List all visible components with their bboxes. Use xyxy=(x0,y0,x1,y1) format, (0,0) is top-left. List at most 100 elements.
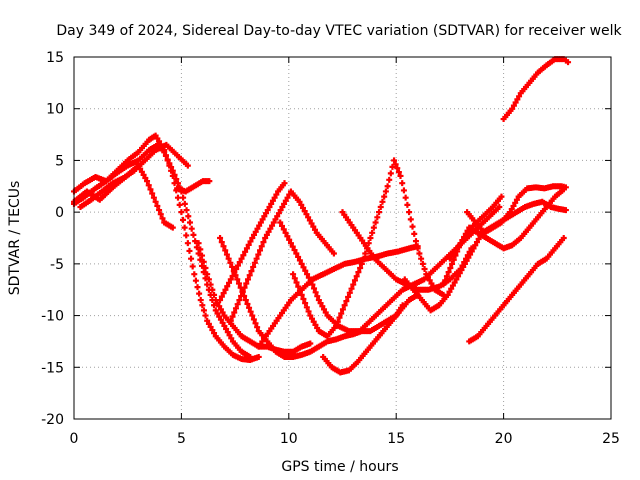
data-point-marker xyxy=(448,285,455,292)
data-point-marker xyxy=(392,161,399,168)
data-point-marker xyxy=(293,279,300,286)
data-point-marker xyxy=(282,229,289,236)
data-point-marker xyxy=(341,302,348,309)
data-point-marker xyxy=(280,226,287,233)
data-point-marker xyxy=(227,259,234,266)
data-point-marker xyxy=(339,306,346,313)
data-point-marker xyxy=(234,276,241,283)
data-point-marker xyxy=(233,266,240,273)
data-point-marker xyxy=(236,297,243,304)
data-point-marker xyxy=(369,229,376,236)
data-point-marker xyxy=(562,184,569,191)
data-point-marker xyxy=(205,320,212,327)
series-arc1 xyxy=(71,132,262,364)
data-point-marker xyxy=(472,242,479,249)
series-arc20 xyxy=(500,56,572,123)
data-point-marker xyxy=(211,302,218,309)
data-point-marker xyxy=(204,317,211,324)
data-point-marker xyxy=(277,219,284,226)
y-tick-label: -10 xyxy=(41,309,64,325)
data-point-marker xyxy=(197,246,204,253)
data-point-marker xyxy=(351,277,358,284)
data-point-marker xyxy=(456,270,463,277)
series-arc17 xyxy=(440,186,567,288)
data-point-marker xyxy=(411,230,418,237)
data-point-marker xyxy=(217,306,224,313)
data-point-marker xyxy=(455,273,462,280)
data-point-marker xyxy=(200,269,207,276)
data-point-marker xyxy=(319,303,326,310)
chart-title: Day 349 of 2024, Sidereal Day-to-day VTE… xyxy=(56,23,622,39)
data-point-marker xyxy=(389,163,396,170)
x-tick-label: 5 xyxy=(177,431,186,447)
data-point-marker xyxy=(516,93,523,100)
data-point-marker xyxy=(206,178,213,185)
data-point-marker xyxy=(360,255,367,262)
series-arc7 xyxy=(217,235,406,360)
data-point-marker xyxy=(254,324,261,331)
data-point-marker xyxy=(307,340,314,347)
data-point-marker xyxy=(370,224,377,231)
data-point-marker xyxy=(305,274,312,281)
series-arc12 xyxy=(290,157,447,340)
data-point-marker xyxy=(281,180,288,187)
data-point-marker xyxy=(252,320,259,327)
data-point-marker xyxy=(238,292,245,299)
data-point-marker xyxy=(279,203,286,210)
data-point-marker xyxy=(414,245,421,252)
data-point-marker xyxy=(510,202,517,209)
data-point-marker xyxy=(278,222,285,229)
data-point-marker xyxy=(314,324,321,331)
data-point-marker xyxy=(346,289,353,296)
y-tick-label: -15 xyxy=(41,360,64,376)
data-point-marker xyxy=(350,281,357,288)
data-point-marker xyxy=(169,167,176,174)
data-point-marker xyxy=(253,255,260,262)
data-point-marker xyxy=(194,284,201,291)
data-point-marker xyxy=(240,252,247,259)
data-point-marker xyxy=(264,207,271,214)
data-point-marker xyxy=(412,238,419,245)
data-point-marker xyxy=(162,152,169,159)
data-point-marker xyxy=(267,225,274,232)
data-point-marker xyxy=(200,258,207,265)
data-point-marker xyxy=(451,279,458,286)
data-point-marker xyxy=(382,188,389,195)
data-point-marker xyxy=(460,263,467,270)
data-point-marker xyxy=(244,300,251,307)
data-point-marker xyxy=(190,231,197,238)
data-point-marker xyxy=(142,175,149,182)
data-point-marker xyxy=(257,219,264,226)
data-point-marker xyxy=(217,235,224,241)
grid xyxy=(74,57,611,419)
data-point-marker xyxy=(296,257,303,264)
data-point-marker xyxy=(188,225,195,232)
data-point-marker xyxy=(562,207,569,214)
data-point-marker xyxy=(247,238,254,245)
data-point-marker xyxy=(222,247,229,254)
data-point-marker xyxy=(397,172,404,179)
data-point-marker xyxy=(260,239,267,246)
data-point-marker xyxy=(465,254,472,261)
data-point-marker xyxy=(277,207,284,214)
data-point-marker xyxy=(222,286,229,293)
data-point-marker xyxy=(404,201,411,208)
data-point-marker xyxy=(301,208,308,215)
data-point-marker xyxy=(272,216,279,223)
data-point-marker xyxy=(246,272,253,279)
data-points xyxy=(71,56,572,376)
data-point-marker xyxy=(192,238,199,245)
data-point-marker xyxy=(207,281,214,288)
data-point-marker xyxy=(334,318,341,325)
data-point-marker xyxy=(209,327,216,334)
data-point-marker xyxy=(216,313,223,320)
data-point-marker xyxy=(189,263,196,270)
data-point-marker xyxy=(207,323,214,330)
data-point-marker xyxy=(384,183,391,190)
data-point-marker xyxy=(454,248,461,255)
data-point-marker xyxy=(152,198,159,205)
data-point-marker xyxy=(298,260,305,267)
data-point-marker xyxy=(168,164,175,171)
y-axis-label: SDTVAR / TECUs xyxy=(7,181,23,296)
data-point-marker xyxy=(149,190,156,197)
